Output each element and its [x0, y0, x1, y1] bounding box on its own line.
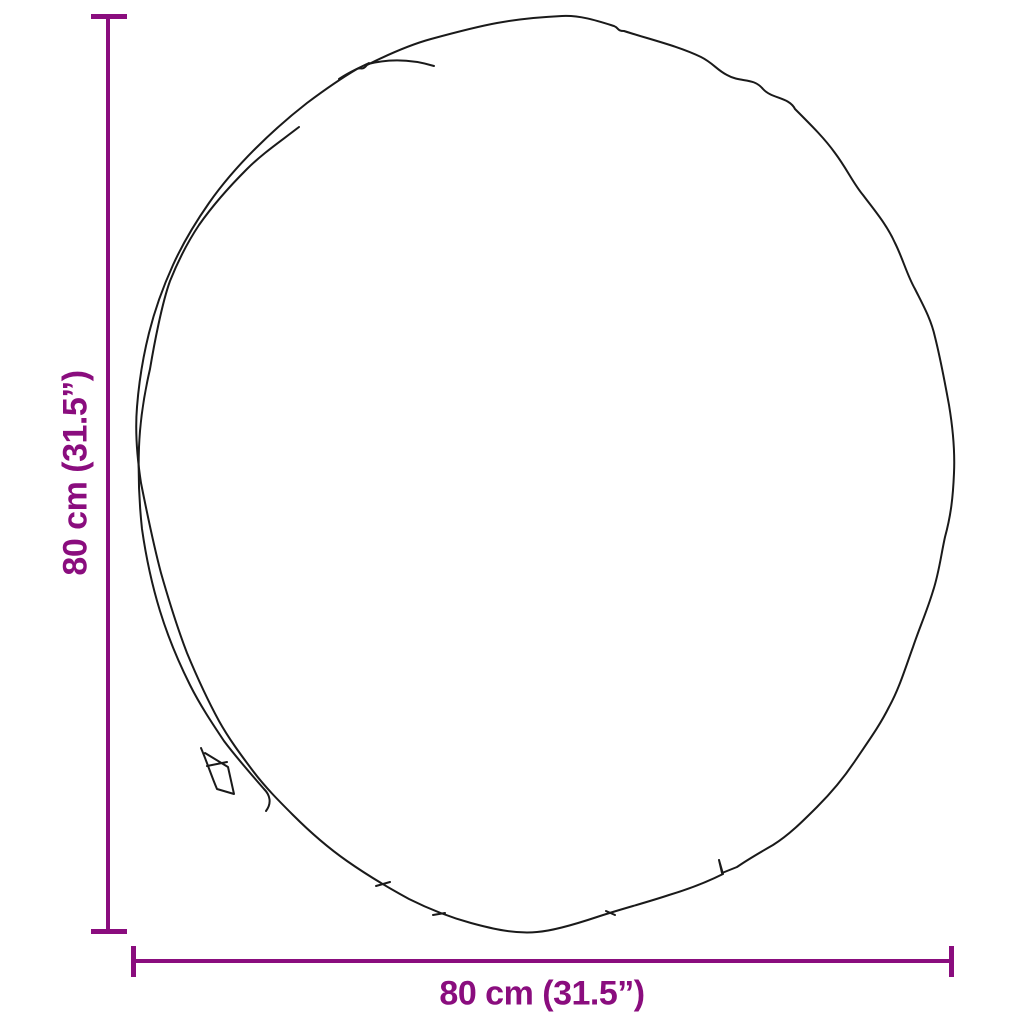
- horizontal-dimension-cap-left: [131, 946, 136, 977]
- outline-fold-detail: [200, 747, 235, 795]
- outline-branch-stroke: [367, 59, 435, 67]
- outline-secondary-stroke: [137, 126, 300, 812]
- horizontal-dimension-line: [133, 959, 953, 963]
- horizontal-dimension-label: 80 cm (31.5”): [439, 974, 645, 1013]
- vertical-dimension-cap-bottom: [91, 929, 127, 934]
- vertical-dimension-line: [106, 16, 110, 933]
- horizontal-dimension-cap-right: [949, 946, 954, 977]
- outline-tick-marks: [375, 881, 616, 916]
- outline-thick-stroke: [338, 62, 370, 80]
- vertical-dimension-cap-top: [91, 14, 127, 19]
- vertical-dimension-label: 80 cm (31.5”): [56, 370, 95, 576]
- outline-main-circle: [135, 14, 956, 934]
